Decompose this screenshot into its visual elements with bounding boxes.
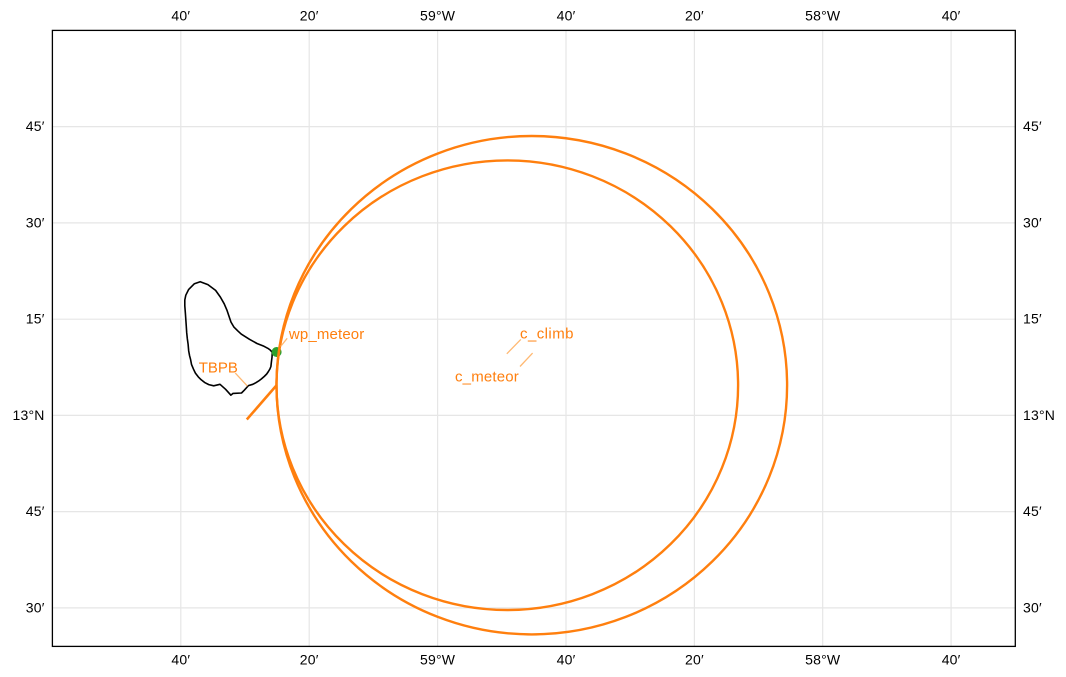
svg-text:20′: 20′ (685, 8, 704, 24)
svg-text:40′: 40′ (557, 652, 576, 668)
svg-text:TBPB: TBPB (199, 359, 238, 376)
svg-text:40′: 40′ (171, 8, 190, 24)
svg-text:40′: 40′ (557, 8, 576, 24)
svg-text:59°W: 59°W (420, 8, 456, 24)
svg-text:45′: 45′ (26, 118, 45, 134)
svg-text:c_climb: c_climb (520, 325, 574, 342)
svg-text:30′: 30′ (26, 599, 45, 615)
svg-text:13°N: 13°N (1023, 407, 1055, 423)
svg-text:30′: 30′ (26, 214, 45, 230)
svg-text:45′: 45′ (1023, 503, 1042, 519)
svg-text:20′: 20′ (300, 8, 319, 24)
svg-text:20′: 20′ (685, 652, 704, 668)
svg-text:58°W: 58°W (805, 652, 841, 668)
svg-text:30′: 30′ (1023, 214, 1042, 230)
svg-text:59°W: 59°W (420, 652, 456, 668)
svg-text:40′: 40′ (942, 652, 961, 668)
svg-text:40′: 40′ (171, 652, 190, 668)
svg-text:13°N: 13°N (13, 407, 45, 423)
svg-text:40′: 40′ (942, 8, 961, 24)
svg-text:30′: 30′ (1023, 599, 1042, 615)
svg-text:15′: 15′ (1023, 311, 1042, 327)
svg-text:58°W: 58°W (805, 8, 841, 24)
svg-text:20′: 20′ (300, 652, 319, 668)
svg-text:45′: 45′ (26, 503, 45, 519)
svg-text:45′: 45′ (1023, 118, 1042, 134)
svg-text:c_meteor: c_meteor (455, 368, 519, 385)
svg-text:wp_meteor: wp_meteor (288, 326, 365, 343)
svg-text:15′: 15′ (26, 311, 45, 327)
